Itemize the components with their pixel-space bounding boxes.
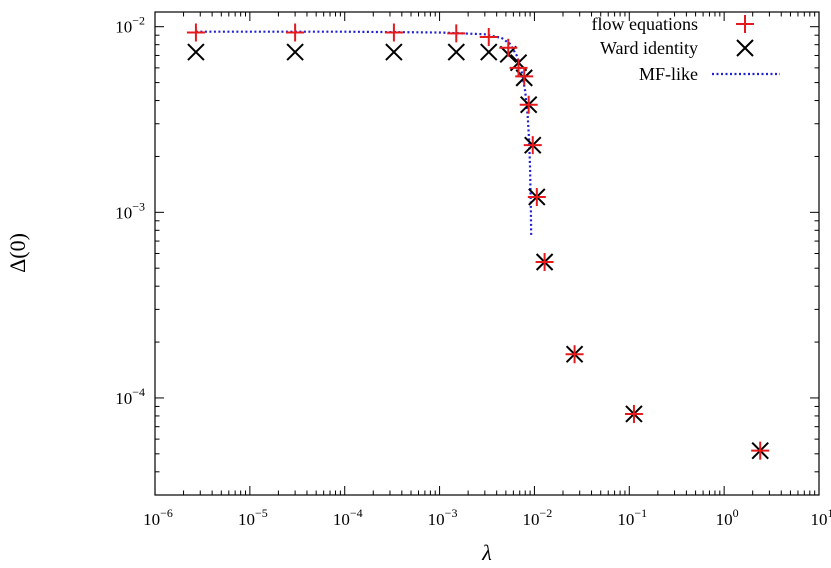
y-tick-label: 10−3 <box>115 199 145 222</box>
data-point-flow-equations <box>515 67 534 86</box>
x-tick-label: 101 <box>811 506 831 529</box>
data-point-flow-equations <box>527 187 546 206</box>
x-tick-label: 10−6 <box>143 506 173 529</box>
data-point-ward-identity <box>480 43 498 61</box>
data-point-ward-identity <box>447 43 465 61</box>
data-point-flow-equations <box>479 28 498 47</box>
legend-label: MF-like <box>639 64 698 84</box>
data-point-flow-equations <box>499 38 518 57</box>
legend-swatch-ward-identity <box>736 39 754 57</box>
x-tick-label: 10−2 <box>523 506 553 529</box>
legend-swatch-flow-equations <box>736 15 754 33</box>
data-point-flow-equations <box>286 23 305 42</box>
data-point-ward-identity <box>286 43 304 61</box>
x-tick-label: 10−3 <box>428 506 458 529</box>
data-point-flow-equations <box>751 441 770 460</box>
data-point-flow-equations <box>535 252 554 271</box>
data-point-flow-equations <box>186 23 205 42</box>
legend: flow equations Ward identity MF-like <box>592 14 780 84</box>
legend-label: flow equations <box>592 14 698 34</box>
legend-label: Ward identity <box>600 38 698 58</box>
x-tick-label: 10−1 <box>617 506 647 529</box>
data-point-ward-identity <box>385 43 403 61</box>
data-point-flow-equations <box>519 95 538 114</box>
y-tick-label: 10−4 <box>115 385 145 408</box>
axis-ticks: 10−6 10−5 10−4 10−3 10−2 10−1 100 101 10−4 10−3 10… <box>115 12 831 529</box>
series-layer <box>186 23 770 460</box>
data-point-flow-equations <box>384 23 403 42</box>
x-tick-label: 10−4 <box>333 506 363 529</box>
x-axis-label: λ <box>481 540 492 565</box>
data-point-flow-equations <box>447 24 466 43</box>
data-point-flow-equations <box>523 136 542 155</box>
y-tick-label: 10−2 <box>115 14 145 37</box>
y-axis-label: Δ(0) <box>5 233 30 273</box>
plot-frame <box>154 11 820 496</box>
data-point-flow-equations <box>565 345 584 364</box>
data-point-ward-identity <box>187 43 205 61</box>
data-point-flow-equations <box>624 404 643 423</box>
x-tick-label: 100 <box>716 506 739 529</box>
series-line-mf-like <box>195 30 533 237</box>
x-tick-label: 10−5 <box>238 506 268 529</box>
